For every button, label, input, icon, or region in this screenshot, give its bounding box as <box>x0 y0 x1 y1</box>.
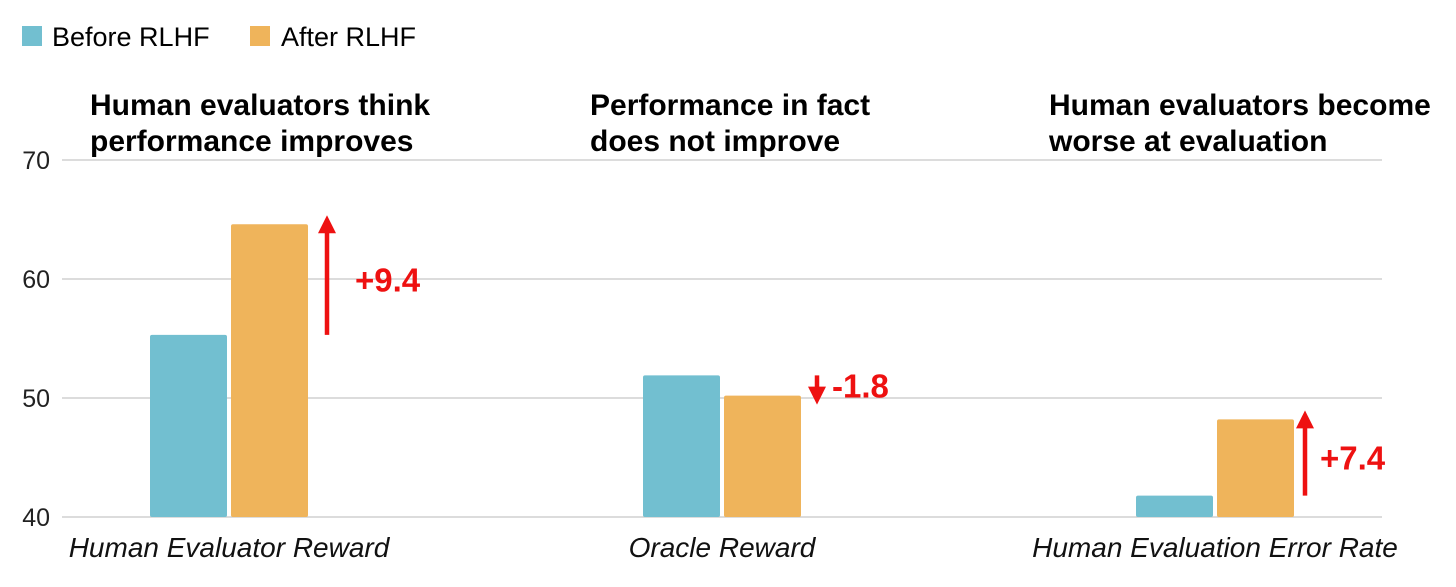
bar-after <box>231 224 308 517</box>
bars <box>150 224 1294 517</box>
bar-before <box>643 375 720 517</box>
annotation-line: worse at evaluation <box>1048 125 1327 158</box>
bar-before <box>150 334 227 517</box>
y-axis-ticks: 40 50 60 70 <box>22 147 50 532</box>
annotation-line: Performance in fact <box>590 89 870 122</box>
category-labels: Human Evaluator Reward Oracle Reward Human… <box>69 532 1398 563</box>
delta-label: +7.4 <box>1320 440 1386 477</box>
y-tick-label: 40 <box>22 504 50 532</box>
legend-label-before: Before RLHF <box>52 22 210 52</box>
annotation-line: performance improves <box>90 125 413 158</box>
category-label: Human Evaluation Error Rate <box>1032 532 1398 563</box>
delta-markers: +9.4 -1.8 +7.4 <box>318 215 1386 496</box>
legend-swatch-before <box>22 26 42 46</box>
legend-label-after: After RLHF <box>281 22 416 52</box>
bar-after <box>724 395 801 517</box>
annotation-line: Human evaluators think <box>90 89 430 122</box>
category-label: Oracle Reward <box>629 532 817 563</box>
y-tick-label: 60 <box>22 266 50 294</box>
annotation-line: does not improve <box>590 125 840 158</box>
bar-after <box>1217 419 1294 517</box>
legend: Before RLHF After RLHF <box>22 22 416 52</box>
bar-before <box>1136 495 1213 517</box>
y-tick-label: 70 <box>22 147 50 175</box>
legend-swatch-after <box>250 26 270 46</box>
category-label: Human Evaluator Reward <box>69 532 391 563</box>
delta-label: +9.4 <box>355 262 421 299</box>
annotation-line: Human evaluators become <box>1049 89 1431 122</box>
delta-label: -1.8 <box>832 368 889 405</box>
y-tick-label: 50 <box>22 385 50 413</box>
